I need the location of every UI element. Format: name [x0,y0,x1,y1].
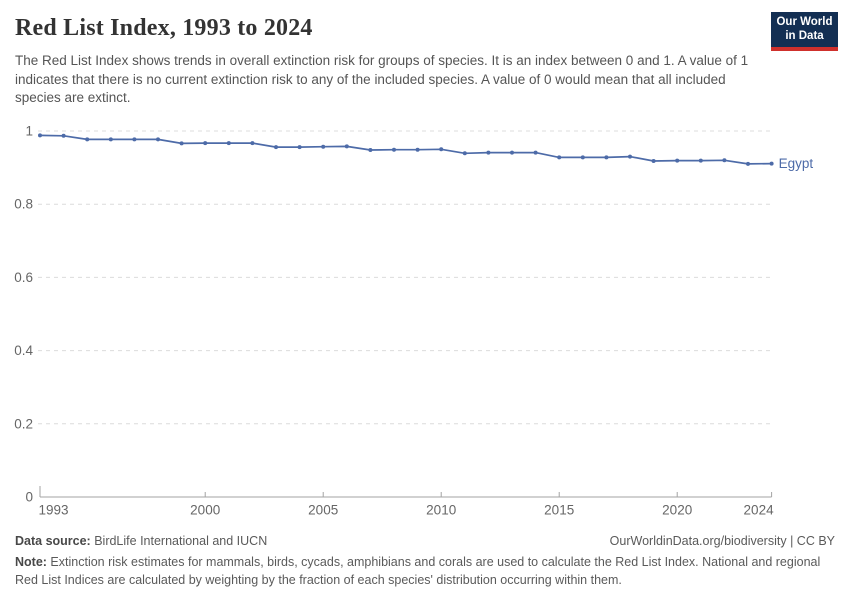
data-point[interactable] [557,155,562,160]
y-axis-tick-label: 0 [25,490,33,505]
data-point[interactable] [415,147,420,152]
data-point[interactable] [698,158,703,163]
data-point[interactable] [61,133,66,138]
y-axis-tick-label: 1 [25,124,33,139]
series-label-egypt: Egypt [779,156,814,171]
data-point[interactable] [321,144,326,149]
data-point[interactable] [533,150,538,155]
chart-subtitle: The Red List Index shows trends in overa… [15,53,749,106]
data-source-label: Data source: [15,534,91,548]
data-point[interactable] [392,147,396,152]
data-point[interactable] [439,147,444,152]
data-point[interactable] [297,145,302,150]
footer: Data source: BirdLife International and … [15,534,835,548]
data-point[interactable] [580,155,585,160]
series-line-egypt[interactable] [39,134,773,165]
data-point[interactable] [722,158,727,163]
x-axis-tick-label: 2015 [544,503,574,518]
y-axis-tick-label: 0.4 [14,343,33,358]
x-axis-tick-label: 2010 [426,503,456,518]
y-axis-tick-label: 0.8 [14,197,33,212]
x-axis-tick-label: 2020 [662,503,692,518]
chart-canvas: 0 0.2 0.4 0.6 0.8 1 1993 2000 2005 2010 2015 2020 20… [14,124,814,518]
data-point[interactable] [510,150,514,155]
data-point[interactable] [769,161,774,166]
owid-logo[interactable]: Our World in Data [771,12,838,51]
data-point[interactable] [486,150,491,155]
y-axis-tick-label: 0.2 [14,416,33,431]
data-point[interactable] [462,151,467,156]
data-point[interactable] [250,141,255,146]
y-axis-tick-label: 0.6 [14,270,33,285]
data-point[interactable] [628,154,632,159]
data-point[interactable] [203,141,208,146]
note-text: Extinction risk estimates for mammals, b… [15,555,821,587]
data-point[interactable] [651,159,656,163]
data-point[interactable] [179,141,184,146]
data-point[interactable] [38,133,42,138]
attribution-link[interactable]: OurWorldinData.org/biodiversity | CC BY [609,534,835,548]
x-axis-tick-label: 1993 [39,503,69,518]
x-axis-tick-label: 2005 [308,503,338,518]
data-point[interactable] [368,148,373,152]
data-point[interactable] [132,137,137,142]
page-title: Red List Index, 1993 to 2024 [15,15,313,41]
x-axis-tick-label: 2024 [744,503,775,518]
data-point[interactable] [274,145,278,150]
owid-logo-line1: Our World [776,15,833,28]
footer-note: Note: Extinction risk estimates for mamm… [15,554,839,590]
data-point[interactable] [675,158,680,163]
data-point[interactable] [85,137,90,142]
data-point[interactable] [156,137,160,142]
data-point[interactable] [344,144,349,149]
x-axis-tick-label: 2000 [190,503,220,518]
data-source-line: Data source: BirdLife International and … [15,534,267,548]
data-point[interactable] [226,141,231,146]
data-point[interactable] [108,137,113,142]
owid-logo-line2: in Data [785,29,824,42]
data-point[interactable] [746,161,750,166]
note-label: Note: [15,555,47,569]
data-source-text: BirdLife International and IUCN [90,534,268,548]
data-point[interactable] [604,155,609,160]
